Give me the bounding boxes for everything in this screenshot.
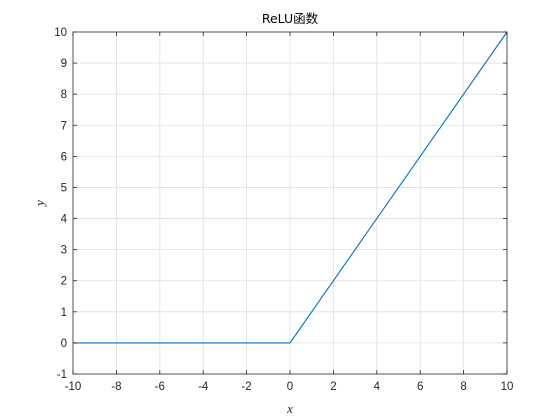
y-axis-label: y bbox=[32, 200, 47, 208]
x-tick-label: 6 bbox=[417, 381, 423, 393]
y-tick-label: 3 bbox=[61, 245, 67, 257]
y-tick-label: -1 bbox=[57, 369, 67, 381]
series-layer bbox=[73, 31, 508, 344]
y-tick-label: 0 bbox=[61, 338, 67, 350]
x-tick-label: 8 bbox=[460, 381, 466, 393]
chart-title: ReLU函数 bbox=[262, 11, 319, 26]
x-tick-label: 0 bbox=[287, 381, 293, 393]
y-tick-label: 8 bbox=[61, 89, 67, 101]
y-tick-label: 10 bbox=[54, 27, 67, 39]
y-tick-label: 6 bbox=[61, 151, 67, 163]
y-tick-label: 9 bbox=[61, 58, 67, 70]
y-tick-label: 5 bbox=[61, 182, 67, 194]
y-tick-label: 1 bbox=[61, 307, 67, 319]
x-tick-label: 4 bbox=[374, 381, 381, 393]
x-tick-label: -10 bbox=[65, 381, 82, 393]
x-tick-label: -6 bbox=[155, 381, 165, 393]
series-line bbox=[73, 31, 508, 344]
x-tick-label: -4 bbox=[198, 381, 209, 393]
x-axis-label: x bbox=[286, 401, 293, 416]
y-tick-label: 4 bbox=[61, 214, 68, 226]
x-tick-label: -8 bbox=[111, 381, 121, 393]
y-tick-label: 2 bbox=[61, 276, 67, 288]
x-tick-label: -2 bbox=[241, 381, 251, 393]
x-tick-label: 2 bbox=[330, 381, 336, 393]
x-tick-label: 10 bbox=[501, 381, 514, 393]
y-tick-label: 7 bbox=[61, 120, 67, 132]
